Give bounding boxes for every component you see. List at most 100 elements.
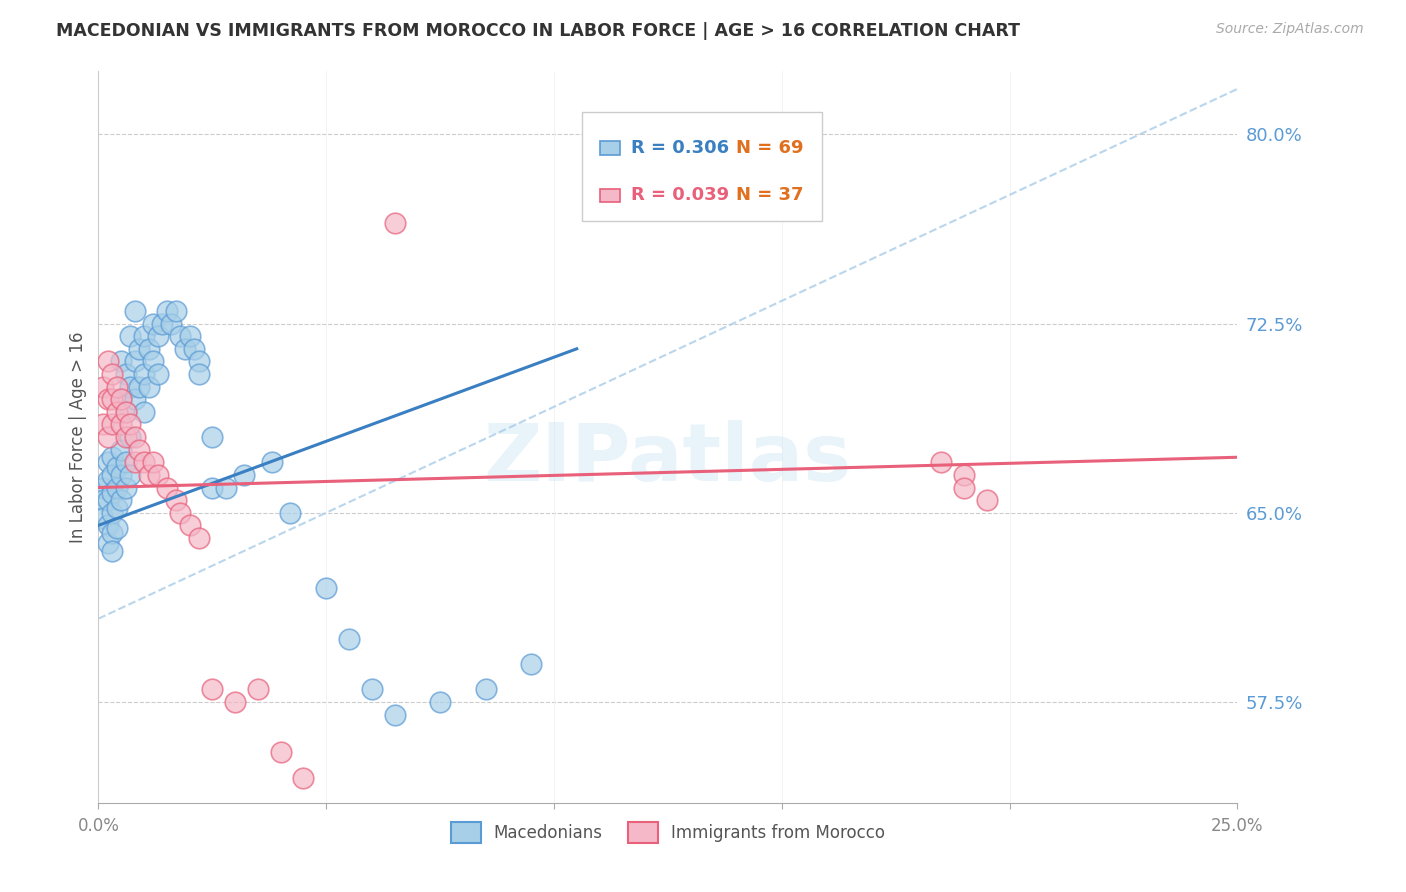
Point (124, 455, 146, 469)
Point (142, 317, 165, 331)
Text: N = 37: N = 37 (737, 186, 804, 204)
Point (96, 518, 118, 533)
Point (110, 354, 132, 368)
Point (337, 632, 360, 646)
Text: R = 0.306: R = 0.306 (631, 139, 730, 157)
Point (138, 379, 160, 393)
Text: Source: ZipAtlas.com: Source: ZipAtlas.com (1216, 22, 1364, 37)
Text: N = 69: N = 69 (737, 139, 804, 157)
Point (120, 467, 142, 482)
Point (215, 481, 238, 495)
Point (520, 657, 543, 671)
Point (201, 481, 224, 495)
Point (270, 745, 292, 759)
Point (120, 329, 142, 343)
Point (150, 317, 173, 331)
Point (146, 467, 169, 482)
Point (183, 342, 205, 356)
Point (128, 379, 150, 393)
Point (165, 304, 187, 318)
Point (101, 506, 124, 520)
Point (142, 455, 165, 469)
Point (101, 367, 124, 381)
Point (953, 481, 976, 495)
Point (132, 405, 155, 419)
Point (179, 329, 201, 343)
Point (976, 493, 998, 508)
Point (174, 342, 197, 356)
Point (138, 467, 160, 482)
Point (474, 682, 496, 697)
FancyBboxPatch shape (582, 112, 821, 221)
Point (187, 367, 209, 381)
Point (114, 367, 136, 381)
Point (953, 467, 976, 482)
Text: ZIPatlas: ZIPatlas (484, 420, 852, 498)
Point (101, 450, 124, 465)
Point (124, 304, 146, 318)
Point (156, 481, 179, 495)
Point (105, 500, 128, 515)
Point (96, 354, 118, 368)
Point (169, 329, 191, 343)
Point (187, 354, 209, 368)
Point (160, 317, 183, 331)
Point (246, 682, 269, 697)
Point (429, 695, 451, 709)
Point (114, 430, 136, 444)
Point (114, 405, 136, 419)
Point (384, 216, 406, 230)
Point (110, 442, 132, 457)
Point (132, 367, 155, 381)
Point (110, 467, 132, 482)
Point (138, 342, 160, 356)
Point (169, 506, 191, 520)
Point (110, 392, 132, 407)
Point (105, 460, 128, 475)
Point (91, 481, 114, 495)
Point (101, 417, 124, 432)
Point (105, 379, 128, 393)
Point (91, 510, 114, 524)
Point (96, 455, 118, 469)
Point (124, 354, 146, 368)
Point (132, 455, 155, 469)
Point (91, 379, 114, 393)
FancyBboxPatch shape (599, 188, 620, 202)
Point (224, 695, 246, 709)
Point (114, 405, 136, 419)
FancyBboxPatch shape (599, 142, 620, 154)
Point (278, 506, 301, 520)
Point (114, 455, 136, 469)
Point (101, 467, 124, 482)
Point (101, 392, 124, 407)
Point (101, 525, 124, 540)
Point (105, 405, 128, 419)
Point (120, 430, 142, 444)
Point (101, 543, 124, 558)
Point (233, 467, 256, 482)
Point (110, 392, 132, 407)
Point (124, 430, 146, 444)
Point (96, 536, 118, 550)
Point (201, 430, 224, 444)
Point (96, 430, 118, 444)
Point (110, 493, 132, 508)
Point (120, 379, 142, 393)
Point (132, 329, 155, 343)
Point (588, 153, 610, 167)
Point (142, 354, 165, 368)
Text: MACEDONIAN VS IMMIGRANTS FROM MOROCCO IN LABOR FORCE | AGE > 16 CORRELATION CHAR: MACEDONIAN VS IMMIGRANTS FROM MOROCCO IN… (56, 22, 1021, 40)
Point (360, 682, 382, 697)
Point (315, 582, 337, 596)
Point (96, 392, 118, 407)
Y-axis label: In Labor Force | Age > 16: In Labor Force | Age > 16 (69, 331, 87, 543)
Legend: Macedonians, Immigrants from Morocco: Macedonians, Immigrants from Morocco (444, 815, 891, 849)
Point (101, 485, 124, 500)
Point (124, 392, 146, 407)
Point (292, 771, 315, 785)
Point (156, 304, 179, 318)
Point (146, 329, 169, 343)
Point (165, 493, 187, 508)
Point (146, 367, 169, 381)
